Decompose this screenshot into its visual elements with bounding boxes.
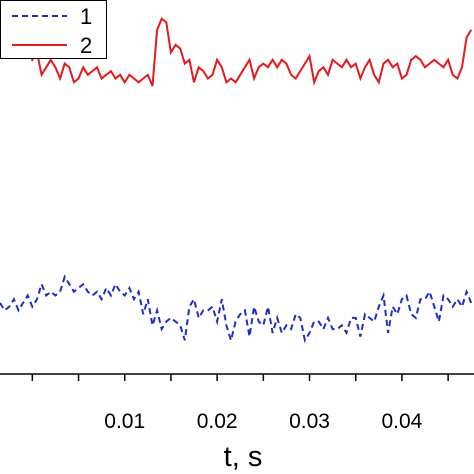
series-1-line (0, 274, 473, 345)
x-tick-label: 0.01 (104, 410, 145, 433)
series-2-line (0, 17, 473, 87)
x-tick-label: 0.03 (289, 410, 330, 433)
x-ticks: 0.01 0.02 0.03 0.04 (31, 374, 449, 433)
x-axis: 0.01 0.02 0.03 0.04 (0, 373, 474, 433)
x-axis-title: t, s (224, 441, 263, 473)
x-tick-label: 0.02 (197, 410, 238, 433)
legend-box (0, 0, 107, 59)
x-tick-label: 0.04 (381, 410, 422, 433)
legend-label-1: 1 (80, 4, 92, 29)
plot-area (0, 17, 473, 345)
legend: 12 (0, 0, 107, 59)
legend-label-2: 2 (80, 33, 92, 58)
